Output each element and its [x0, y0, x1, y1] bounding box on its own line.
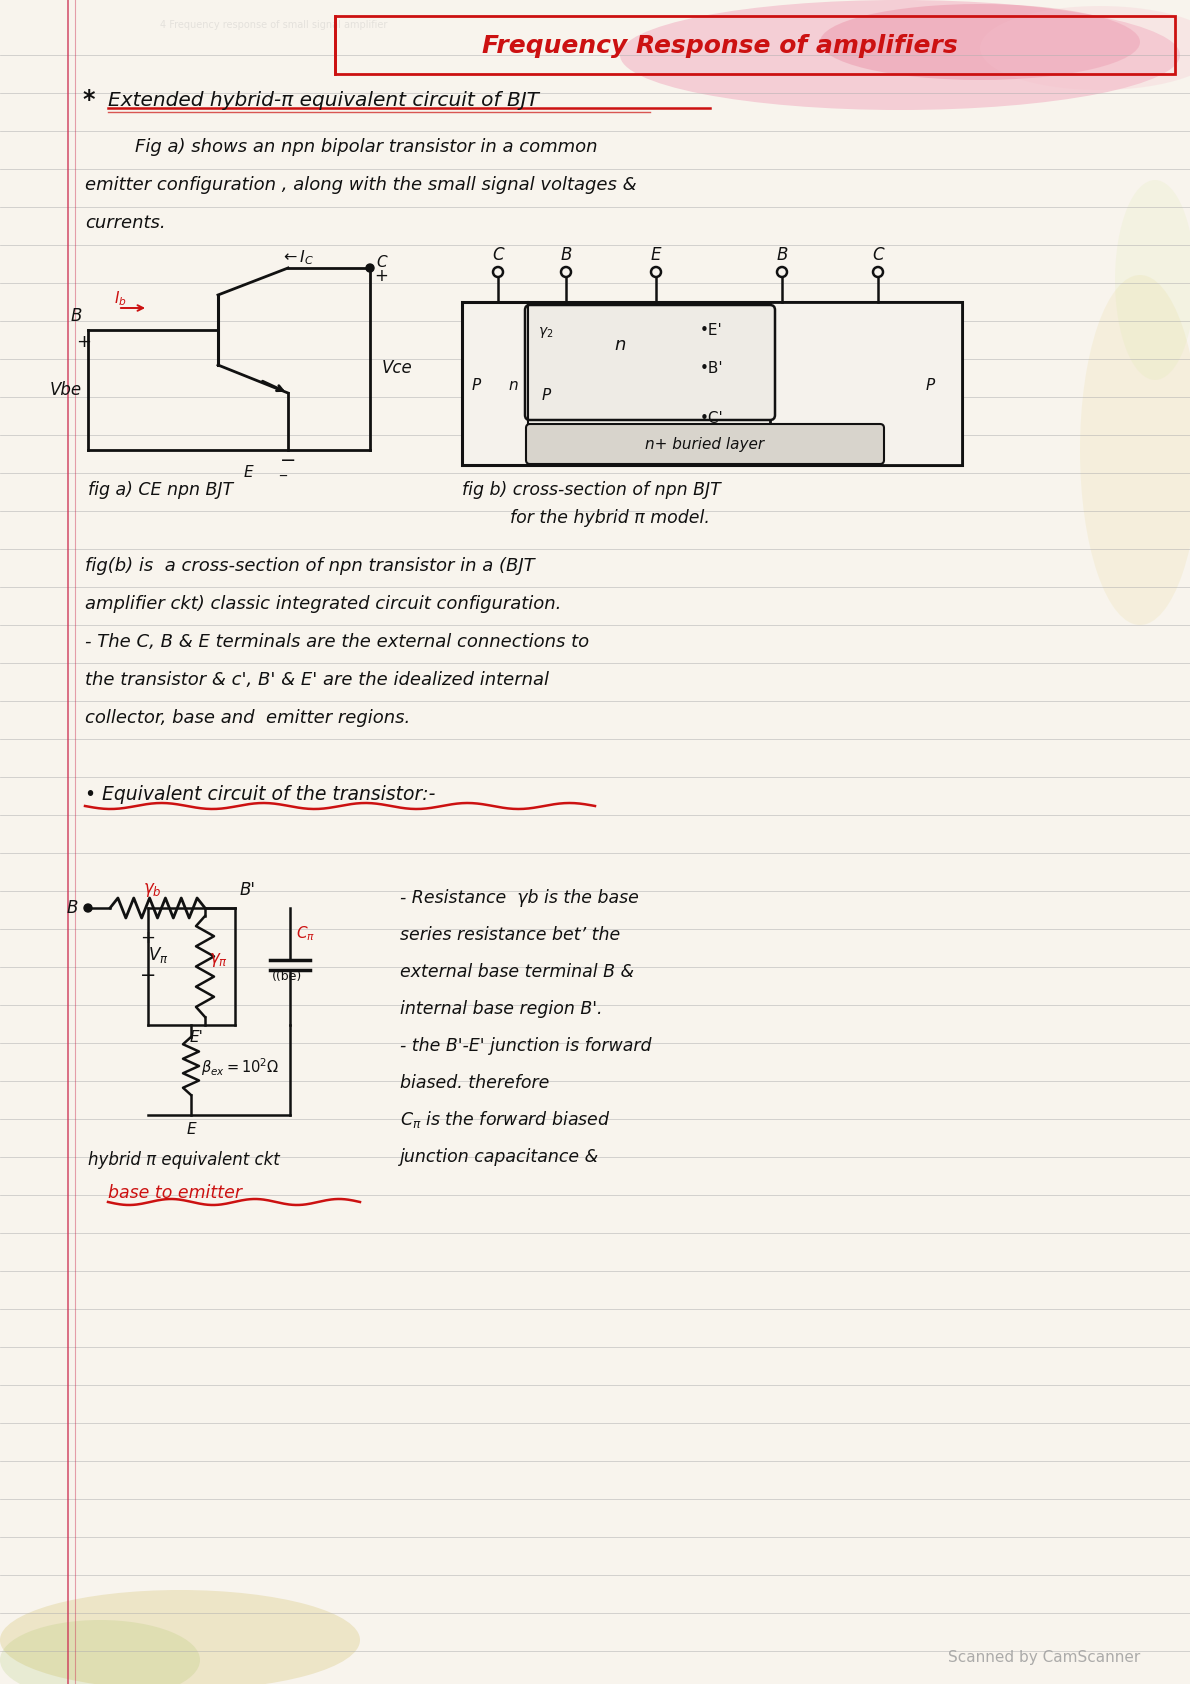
Text: 4 Frequency response of small signal amplifier: 4 Frequency response of small signal amp… [159, 20, 388, 30]
Text: emitter configuration , along with the small signal voltages &: emitter configuration , along with the s… [84, 177, 637, 194]
Text: B: B [70, 306, 82, 325]
Ellipse shape [620, 0, 1180, 109]
Text: _: _ [280, 463, 287, 477]
Ellipse shape [0, 1620, 200, 1684]
Text: Scanned by CamScanner: Scanned by CamScanner [947, 1650, 1140, 1665]
Bar [336, 17, 1175, 74]
FancyBboxPatch shape [526, 424, 884, 465]
Text: $\beta_{ex}=10^2\Omega$: $\beta_{ex}=10^2\Omega$ [201, 1056, 280, 1078]
Text: P: P [541, 387, 551, 402]
Text: C: C [493, 246, 503, 264]
Text: for the hybrid π model.: for the hybrid π model. [511, 509, 710, 527]
Text: B: B [67, 899, 79, 918]
Text: $\leftarrow I_C$: $\leftarrow I_C$ [280, 249, 314, 268]
Text: +: + [76, 333, 92, 350]
Text: B: B [776, 246, 788, 264]
Circle shape [367, 264, 374, 273]
Text: - Resistance  γb is the base: - Resistance γb is the base [400, 889, 639, 908]
Text: P: P [472, 377, 481, 392]
Text: junction capacitance &: junction capacitance & [400, 1148, 599, 1165]
Text: $V_\pi$: $V_\pi$ [148, 945, 169, 965]
Text: series resistance bet’ the: series resistance bet’ the [400, 926, 620, 945]
Text: - The C, B & E terminals are the external connections to: - The C, B & E terminals are the externa… [84, 633, 589, 652]
Text: Fig a) shows an npn bipolar transistor in a common: Fig a) shows an npn bipolar transistor i… [134, 138, 597, 157]
Text: n: n [614, 337, 626, 354]
Text: +: + [374, 268, 388, 285]
Text: n+ buried layer: n+ buried layer [645, 436, 764, 451]
Text: currents.: currents. [84, 214, 165, 232]
Text: fig a) CE npn BJT: fig a) CE npn BJT [88, 482, 233, 498]
Text: E: E [651, 246, 662, 264]
Text: E': E' [190, 1029, 203, 1044]
Text: −: − [140, 965, 156, 985]
Circle shape [84, 904, 92, 913]
Ellipse shape [820, 3, 1140, 81]
Ellipse shape [1115, 180, 1190, 381]
Text: C: C [872, 246, 884, 264]
Text: $C_\pi$ is the forward biased: $C_\pi$ is the forward biased [400, 1110, 610, 1130]
FancyBboxPatch shape [525, 305, 775, 419]
Text: $\gamma_\pi$: $\gamma_\pi$ [209, 951, 228, 968]
Text: amplifier ckt) classic integrated circuit configuration.: amplifier ckt) classic integrated circui… [84, 594, 562, 613]
Bar [770, 301, 962, 465]
Text: +: + [140, 930, 155, 946]
Text: Frequency Response of amplifiers: Frequency Response of amplifiers [482, 34, 958, 57]
Text: •E': •E' [700, 323, 722, 337]
Text: the transistor & c', B' & E' are the idealized internal: the transistor & c', B' & E' are the ide… [84, 670, 549, 689]
Ellipse shape [981, 7, 1190, 89]
Text: internal base region B'.: internal base region B'. [400, 1000, 602, 1019]
Text: P: P [926, 377, 935, 392]
Text: •C': •C' [700, 411, 724, 426]
Text: $\gamma_b$: $\gamma_b$ [143, 881, 162, 899]
Text: $I_b$: $I_b$ [113, 290, 126, 308]
Text: Vbe: Vbe [50, 381, 82, 399]
Text: base to emitter: base to emitter [108, 1184, 242, 1202]
Bar [462, 301, 962, 465]
Text: Extended hybrid-π equivalent circuit of BJT: Extended hybrid-π equivalent circuit of … [108, 91, 539, 109]
Ellipse shape [1081, 274, 1190, 625]
Text: fig b) cross-section of npn BJT: fig b) cross-section of npn BJT [462, 482, 721, 498]
Text: E: E [243, 465, 252, 480]
Text: •B': •B' [700, 360, 724, 376]
Text: • Equivalent circuit of the transistor:-: • Equivalent circuit of the transistor:- [84, 785, 436, 803]
Text: $C_\pi$: $C_\pi$ [296, 925, 315, 943]
Text: ((be): ((be) [273, 970, 302, 982]
Text: B': B' [240, 881, 256, 899]
Text: B: B [560, 246, 571, 264]
Text: hybrid π equivalent ckt: hybrid π equivalent ckt [88, 1150, 280, 1169]
Text: biased. therefore: biased. therefore [400, 1074, 550, 1091]
Text: −: − [280, 451, 296, 470]
Text: Vce: Vce [382, 359, 413, 377]
Ellipse shape [0, 1590, 361, 1684]
Text: external base terminal B &: external base terminal B & [400, 963, 634, 982]
Text: fig(b) is  a cross-section of npn transistor in a (BJT: fig(b) is a cross-section of npn transis… [84, 557, 534, 574]
Text: n: n [508, 377, 518, 392]
Text: $\gamma_2$: $\gamma_2$ [538, 325, 553, 340]
Text: C: C [376, 254, 387, 269]
Text: *: * [82, 88, 94, 113]
Text: collector, base and  emitter regions.: collector, base and emitter regions. [84, 709, 411, 727]
Text: - the B'-E' junction is forward: - the B'-E' junction is forward [400, 1037, 651, 1054]
Text: E: E [186, 1122, 196, 1137]
